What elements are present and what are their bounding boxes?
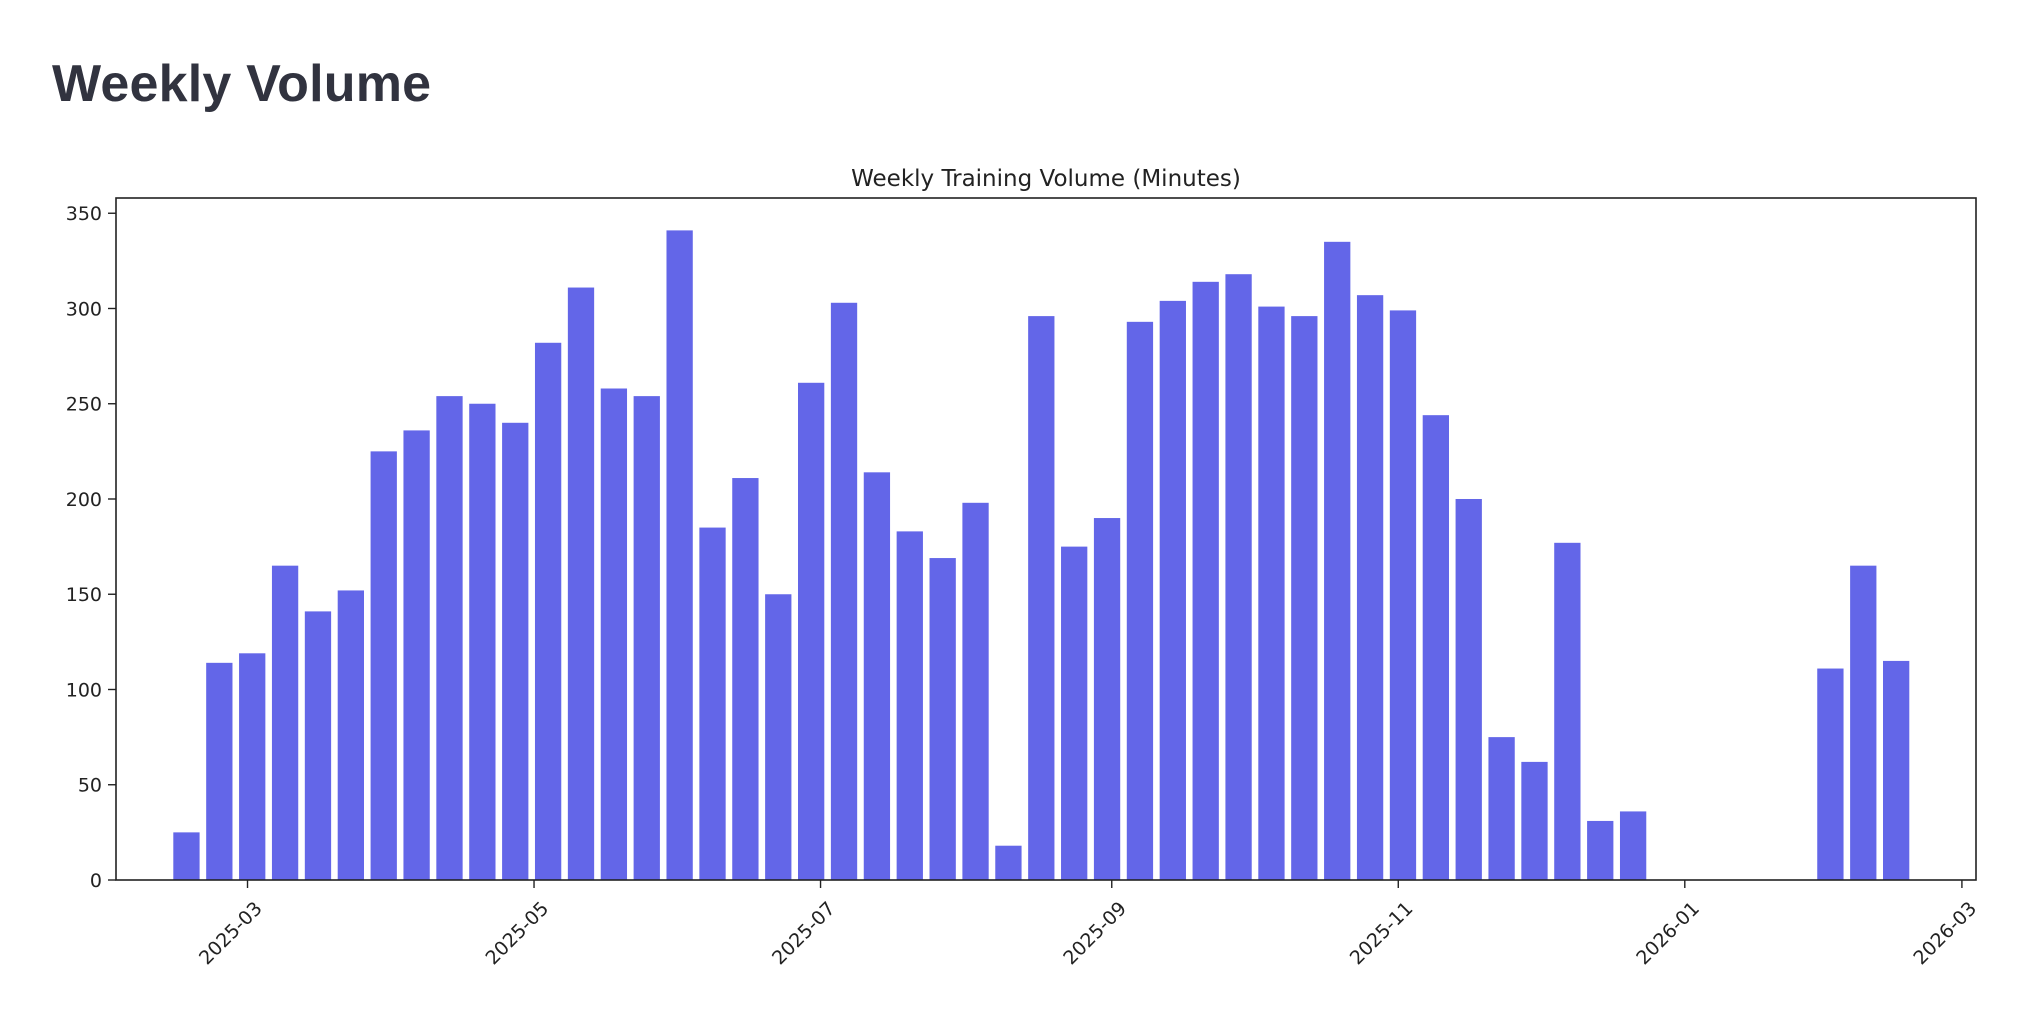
bar-2025-11-09 [1422,415,1449,880]
bar-2025-03-02 [239,653,266,880]
bar-2025-09-21 [1192,281,1219,880]
x-tick-label: 2025-11 [1346,898,1418,970]
x-axis: 2025-03 2025-05 2025-07 2025-09 2025-11 2026-… [195,880,1981,969]
bar-2025-02-16 [173,832,200,880]
plot-frame [115,197,1977,881]
bar-2025-12-21 [1619,811,1647,880]
bar-2025-06-01 [666,230,693,880]
bar-2025-03-16 [304,611,332,880]
bar-2025-03-23 [337,590,364,880]
bar-2025-11-30 [1521,761,1548,880]
bar-2025-08-17 [1028,316,1055,880]
chart-title: Weekly Training Volume (Minutes) [851,166,1241,192]
bar-2025-10-19 [1324,241,1351,880]
bar-2025-05-25 [633,396,660,880]
bar-2026-02-08 [1850,565,1877,880]
bar-2025-07-06 [830,302,858,880]
bar-2025-10-12 [1291,316,1318,880]
bar-2025-06-15 [732,478,759,880]
y-tick-label: 200 [66,489,102,511]
bars-group [173,230,1910,881]
bar-2025-10-26 [1356,295,1384,880]
y-tick-label: 250 [66,394,102,416]
bar-2025-11-16 [1455,498,1482,880]
bar-2025-08-31 [1093,518,1121,880]
bar-2025-03-09 [271,565,299,880]
bar-2025-05-18 [600,388,628,880]
bar-chart: Weekly Training Volume (Minutes) 0 50 100 1… [66,166,1981,969]
x-tick-label: 2025-09 [1059,898,1131,970]
bar-2025-04-06 [403,430,430,880]
bar-2025-08-03 [962,502,989,880]
bar-2025-03-30 [370,451,397,880]
bar-2025-06-29 [798,382,825,880]
bar-2025-06-22 [765,594,792,880]
bar-2025-04-20 [469,403,496,880]
x-tick-label: 2025-07 [768,898,840,970]
bar-2025-07-13 [863,472,891,880]
bar-2025-09-07 [1126,321,1154,880]
y-tick-label: 300 [66,298,102,320]
y-tick-label: 0 [90,870,102,892]
bar-2025-12-14 [1587,820,1614,880]
bar-2025-07-27 [929,558,956,880]
x-tick-label: 2025-03 [195,898,267,970]
x-tick-label: 2025-05 [481,898,553,970]
y-tick-label: 50 [78,775,102,797]
bar-2025-09-28 [1225,274,1252,880]
bar-2025-07-20 [896,531,923,880]
bar-2025-05-11 [567,287,595,880]
page-title: Weekly Volume [52,55,432,113]
y-axis: 0 50 100 150 200 250 300 350 [66,203,116,892]
bar-2025-02-23 [206,662,233,880]
bar-2025-11-23 [1488,737,1515,880]
bar-2025-04-27 [502,422,529,880]
bar-2025-06-08 [699,527,726,880]
bar-2025-04-13 [436,396,463,880]
bar-2025-11-02 [1389,310,1417,880]
bar-2026-02-01 [1817,668,1844,880]
x-tick-label: 2026-03 [1909,898,1981,970]
bar-2025-08-24 [1061,546,1088,880]
y-tick-label: 100 [66,679,102,701]
bar-2025-12-07 [1554,542,1581,880]
y-tick-label: 350 [66,203,102,225]
bar-2025-10-05 [1258,306,1285,881]
x-tick-label: 2026-01 [1632,898,1704,970]
bar-2025-05-04 [534,342,562,880]
y-tick-label: 150 [66,584,102,606]
bar-2025-08-10 [995,845,1022,880]
bar-2025-09-14 [1159,300,1186,880]
bar-2026-02-15 [1883,660,1910,880]
